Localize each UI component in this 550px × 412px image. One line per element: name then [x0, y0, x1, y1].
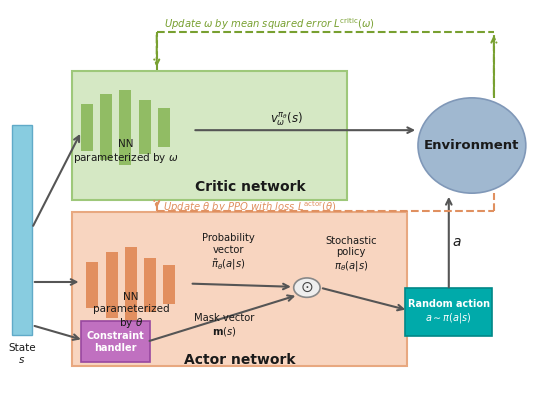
Text: Probability
vector
$\tilde{\pi}_{\theta}(a|s)$: Probability vector $\tilde{\pi}_{\theta}…: [202, 233, 255, 272]
Text: Constraint
handler: Constraint handler: [86, 331, 144, 353]
FancyBboxPatch shape: [81, 321, 150, 362]
FancyBboxPatch shape: [158, 108, 170, 147]
Text: $a$: $a$: [452, 235, 461, 249]
Text: $v_{\omega}^{\pi_{\theta}}(s)$: $v_{\omega}^{\pi_{\theta}}(s)$: [270, 110, 302, 128]
Text: Update $\theta$ by PPO with loss $L^{\mathrm{actor}}(\theta)$: Update $\theta$ by PPO with loss $L^{\ma…: [163, 199, 337, 215]
Text: State
$s$: State $s$: [8, 343, 36, 365]
Text: Update $\omega$ by mean squared error $L^{\mathrm{critic}}(\omega)$: Update $\omega$ by mean squared error $L…: [164, 16, 375, 32]
FancyBboxPatch shape: [125, 248, 137, 322]
FancyBboxPatch shape: [106, 252, 118, 318]
Text: Stochastic
policy
$\pi_{\theta}(a|s)$: Stochastic policy $\pi_{\theta}(a|s)$: [325, 236, 377, 273]
FancyBboxPatch shape: [72, 212, 407, 365]
FancyBboxPatch shape: [72, 71, 346, 200]
Text: Actor network: Actor network: [184, 353, 295, 368]
FancyBboxPatch shape: [139, 101, 151, 154]
Text: NN
parameterized by $\omega$: NN parameterized by $\omega$: [73, 139, 178, 165]
Text: Critic network: Critic network: [195, 180, 306, 194]
FancyBboxPatch shape: [144, 258, 156, 312]
Circle shape: [294, 278, 320, 297]
FancyBboxPatch shape: [405, 288, 492, 337]
FancyBboxPatch shape: [100, 94, 112, 160]
FancyBboxPatch shape: [12, 125, 32, 335]
Text: Random action
$a{\sim}\pi(a|s)$: Random action $a{\sim}\pi(a|s)$: [408, 300, 490, 325]
Ellipse shape: [418, 98, 526, 193]
FancyBboxPatch shape: [163, 265, 175, 304]
Text: ⊙: ⊙: [300, 280, 313, 295]
FancyBboxPatch shape: [86, 262, 98, 308]
FancyBboxPatch shape: [119, 90, 131, 165]
Text: Environment: Environment: [424, 139, 520, 152]
Text: NN
parameterized
by $\theta$: NN parameterized by $\theta$: [92, 292, 169, 330]
FancyBboxPatch shape: [81, 104, 93, 150]
Text: Mask vector
$\mathbf{m}(s)$: Mask vector $\mathbf{m}(s)$: [194, 313, 255, 338]
